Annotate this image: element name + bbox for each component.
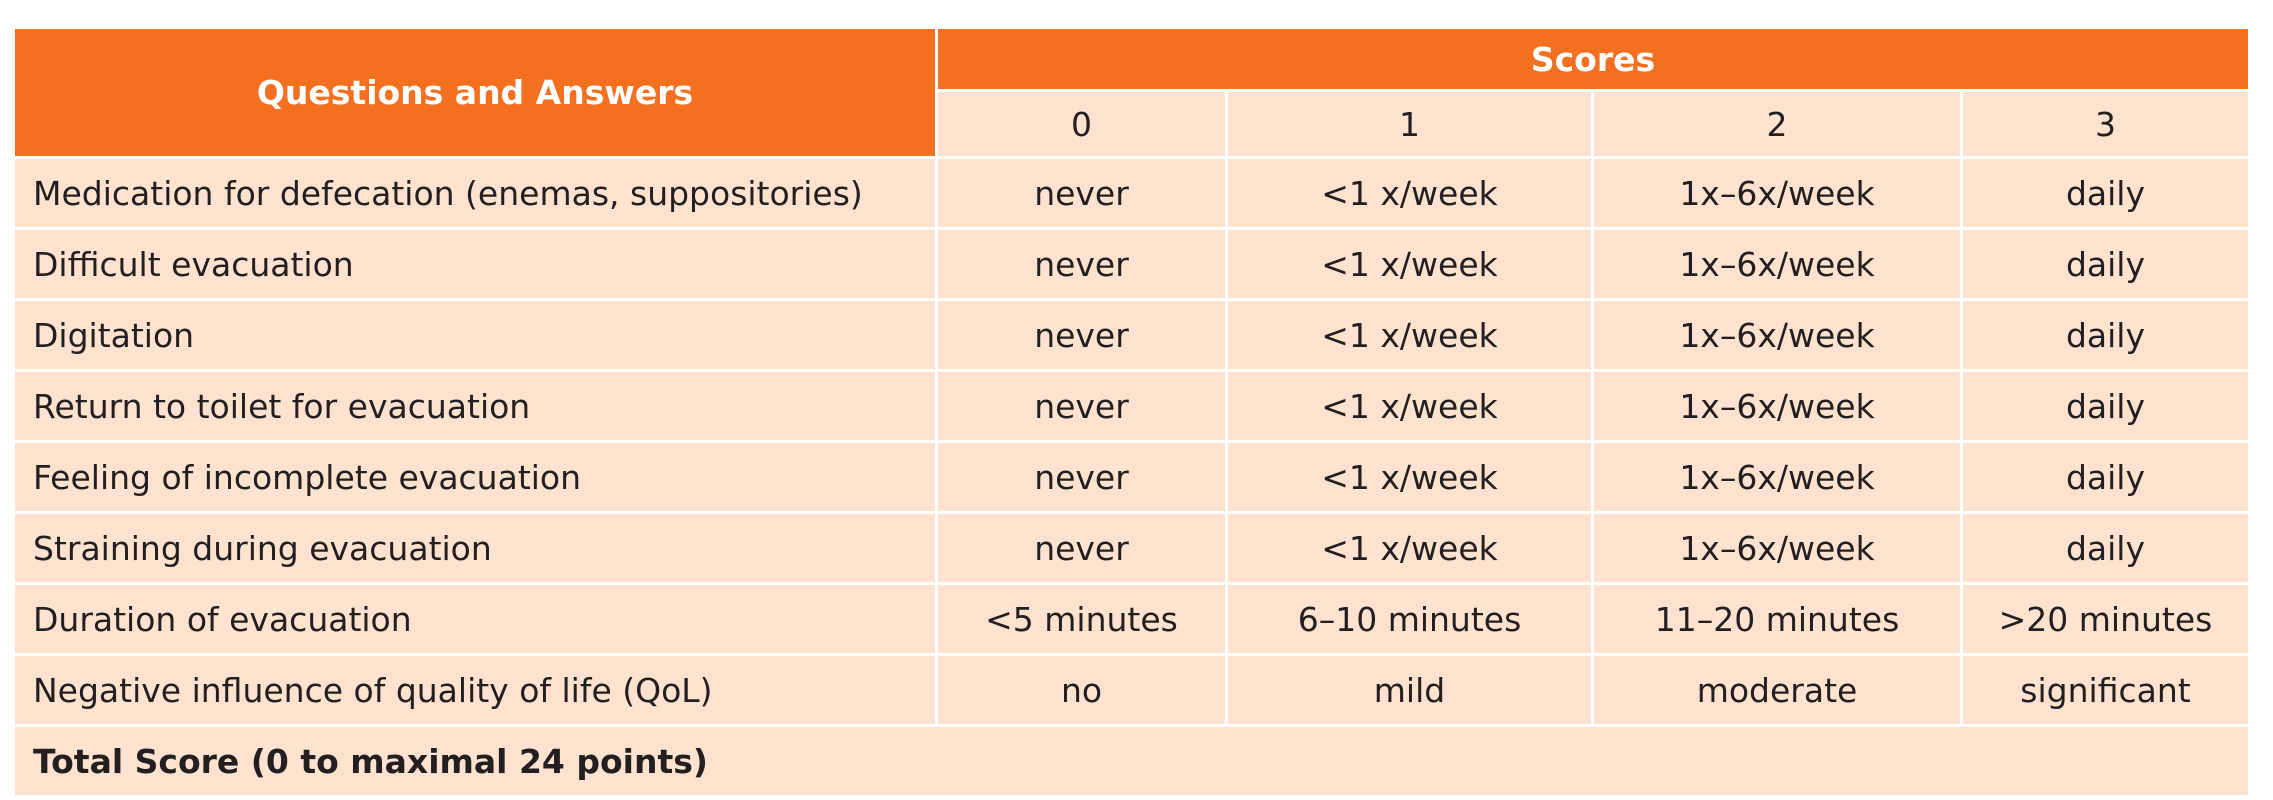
answer: moderate	[1591, 653, 1963, 727]
answer: mild	[1225, 653, 1594, 727]
answer: 6–10 minutes	[1225, 582, 1594, 656]
question-row: Digitation never <1 x/week 1x–6x/week daily	[12, 298, 2251, 372]
question: Digitation	[12, 298, 938, 372]
answer: 11–20 minutes	[1591, 582, 1963, 656]
answer: significant	[1960, 653, 2251, 727]
question: Duration of evacuation	[12, 582, 938, 656]
total-score: Total Score (0 to maximal 24 points)	[12, 724, 2251, 798]
answer: 1x–6x/week	[1591, 227, 1963, 301]
answer: <1 x/week	[1225, 298, 1594, 372]
score-level: 0	[935, 89, 1228, 159]
answer: <1 x/week	[1225, 156, 1594, 230]
answer: <1 x/week	[1225, 511, 1594, 585]
question-row: Straining during evacuation never <1 x/wee…	[12, 511, 2251, 585]
answer: never	[935, 369, 1228, 443]
answer: never	[935, 440, 1228, 514]
answer: 1x–6x/week	[1591, 511, 1963, 585]
header-title: Questions and Answers	[12, 26, 938, 159]
answer: daily	[1960, 511, 2251, 585]
question: Medication for defecation (enemas, suppo…	[12, 156, 938, 230]
question: Feeling of incomplete evacuation	[12, 440, 938, 514]
answer: daily	[1960, 156, 2251, 230]
question: Straining during evacuation	[12, 511, 938, 585]
answer: 1x–6x/week	[1591, 156, 1963, 230]
question: Negative influence of quality of life (Q…	[12, 653, 938, 727]
question: Difficult evacuation	[12, 227, 938, 301]
answer: never	[935, 156, 1228, 230]
question-row: Negative influence of quality of life (Q…	[12, 653, 2251, 727]
answer: <1 x/week	[1225, 369, 1594, 443]
answer: daily	[1960, 369, 2251, 443]
answer: never	[935, 511, 1228, 585]
question-row: Difficult evacuation never <1 x/week 1x–6x/…	[12, 227, 2251, 301]
header-scores: Scores	[935, 26, 2251, 92]
answer: <5 minutes	[935, 582, 1228, 656]
answer: 1x–6x/week	[1591, 298, 1963, 372]
answer: 1x–6x/week	[1591, 369, 1963, 443]
question: Return to toilet for evacuation	[12, 369, 938, 443]
question-row: Feeling of incomplete evacuation never <1 …	[12, 440, 2251, 514]
question-row: Duration of evacuation <5 minutes 6–10 min…	[12, 582, 2251, 656]
answer: >20 minutes	[1960, 582, 2251, 656]
answer: <1 x/week	[1225, 227, 1594, 301]
answer: <1 x/week	[1225, 440, 1594, 514]
answer: 1x–6x/week	[1591, 440, 1963, 514]
answer: daily	[1960, 298, 2251, 372]
answer: never	[935, 227, 1228, 301]
score-level: 1	[1225, 89, 1594, 159]
answer: daily	[1960, 227, 2251, 301]
total-row: Total Score (0 to maximal 24 points)	[12, 724, 2251, 798]
answer: no	[935, 653, 1228, 727]
answer: daily	[1960, 440, 2251, 514]
table-body: Medication for defecation (enemas, suppo…	[12, 156, 2251, 798]
answer: never	[935, 298, 1228, 372]
score-level: 3	[1960, 89, 2251, 159]
score-level: 2	[1591, 89, 1963, 159]
question-row: Medication for defecation (enemas, suppo…	[12, 156, 2251, 230]
question-row: Return to toilet for evacuation never <1 x…	[12, 369, 2251, 443]
